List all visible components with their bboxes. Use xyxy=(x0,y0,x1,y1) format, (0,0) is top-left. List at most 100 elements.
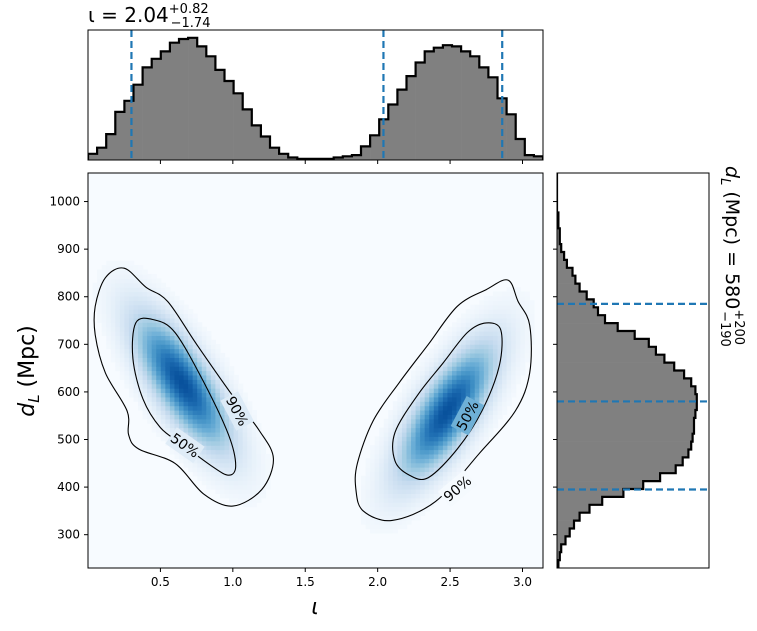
heatmap-cell xyxy=(128,344,135,350)
heatmap-cell xyxy=(206,480,212,486)
y-tick-label: 500 xyxy=(57,433,80,447)
heatmap-cell xyxy=(215,379,221,385)
heatmap-cell xyxy=(156,287,162,293)
heatmap-cell xyxy=(488,366,494,372)
heatmap-cell xyxy=(442,471,449,477)
heatmap-cell xyxy=(411,370,417,376)
heatmap-cell xyxy=(492,304,499,310)
heatmap-cell xyxy=(138,348,144,354)
heatmap-cell xyxy=(210,352,216,358)
heatmap-cell xyxy=(465,339,471,345)
heatmap-cell xyxy=(465,379,471,385)
heatmap-cell xyxy=(383,489,389,494)
right-hist-bar xyxy=(557,283,580,292)
heatmap-cell xyxy=(142,313,148,319)
heatmap-cell xyxy=(210,339,216,345)
heatmap-cell xyxy=(433,410,439,415)
heatmap-cell xyxy=(128,322,135,328)
heatmap-cell xyxy=(115,287,121,293)
heatmap-cell xyxy=(133,331,139,336)
heatmap-cell xyxy=(492,348,499,354)
heatmap-cell xyxy=(219,423,226,429)
heatmap-cell xyxy=(483,326,489,332)
heatmap-cell xyxy=(452,405,458,411)
heatmap-cell xyxy=(470,374,476,380)
heatmap-cell xyxy=(406,493,412,499)
heatmap-cell xyxy=(511,379,517,385)
heatmap-cell xyxy=(97,300,103,306)
heatmap-cell xyxy=(124,265,130,271)
heatmap-cell xyxy=(442,414,449,420)
heatmap-cell xyxy=(492,401,499,407)
heatmap-cell xyxy=(483,322,489,328)
heatmap-cell xyxy=(433,471,439,477)
top-hist-bar xyxy=(251,125,262,160)
heatmap-cell xyxy=(119,273,125,279)
heatmap-cell xyxy=(119,331,125,336)
heatmap-cell xyxy=(188,322,194,328)
heatmap-cell xyxy=(260,436,267,442)
heatmap-cell xyxy=(247,480,253,486)
heatmap-cell xyxy=(215,370,221,376)
heatmap-cell xyxy=(115,291,121,297)
heatmap-cell xyxy=(156,383,162,389)
heatmap-cell xyxy=(188,348,194,354)
heatmap-cell xyxy=(183,366,189,372)
heatmap-cell xyxy=(474,440,480,446)
heatmap-cell xyxy=(124,300,130,306)
heatmap-cell xyxy=(474,374,480,380)
heatmap-cell xyxy=(106,269,112,275)
heatmap-cell xyxy=(401,445,408,451)
heatmap-cell xyxy=(465,383,471,389)
right-hist-bar xyxy=(557,275,576,284)
heatmap-cell xyxy=(370,528,376,534)
heatmap-cell xyxy=(388,427,394,433)
heatmap-cell xyxy=(174,335,180,341)
heatmap-cell xyxy=(511,383,517,389)
heatmap-cell xyxy=(142,291,148,297)
heatmap-cell xyxy=(219,436,226,442)
heatmap-cell xyxy=(470,357,476,363)
heatmap-cell xyxy=(379,480,385,486)
heatmap-cell xyxy=(438,361,444,367)
heatmap-cell xyxy=(388,423,394,429)
heatmap-cell xyxy=(147,282,153,288)
heatmap-cell xyxy=(169,374,176,380)
heatmap-cell xyxy=(401,414,408,420)
heatmap-cell xyxy=(411,388,417,394)
heatmap-cell xyxy=(119,313,125,319)
heatmap-cell xyxy=(397,502,403,508)
heatmap-cell xyxy=(106,295,112,301)
heatmap-cell xyxy=(415,467,421,473)
heatmap-cell xyxy=(379,440,385,446)
heatmap-cell xyxy=(388,462,394,468)
heatmap-cell xyxy=(392,515,398,521)
x-tick-label: 1.0 xyxy=(223,575,242,589)
heatmap-cell xyxy=(260,453,267,459)
heatmap-cell xyxy=(424,445,430,451)
heatmap-cell xyxy=(397,493,403,499)
heatmap-cell xyxy=(165,405,171,411)
heatmap-cell xyxy=(183,401,189,407)
heatmap-cell xyxy=(429,431,435,437)
heatmap-cell xyxy=(142,295,148,301)
heatmap-cell xyxy=(142,304,148,310)
heatmap-cell xyxy=(461,331,467,336)
heatmap-cell xyxy=(160,317,166,323)
heatmap-cell xyxy=(224,475,230,481)
heatmap-cell xyxy=(101,291,107,297)
heatmap-cell xyxy=(442,405,449,411)
heatmap-cell xyxy=(456,388,462,394)
heatmap-cell xyxy=(156,366,162,372)
heatmap-cell xyxy=(388,471,394,477)
heatmap-cell xyxy=(256,458,262,464)
heatmap-cell xyxy=(465,322,471,328)
heatmap-cell xyxy=(456,440,462,446)
heatmap-cell xyxy=(415,366,421,372)
heatmap-cell xyxy=(233,480,239,486)
heatmap-cell xyxy=(124,291,130,297)
heatmap-cell xyxy=(452,458,458,464)
heatmap-cell xyxy=(183,357,189,363)
heatmap-cell xyxy=(101,278,107,284)
heatmap-cell xyxy=(147,309,153,315)
